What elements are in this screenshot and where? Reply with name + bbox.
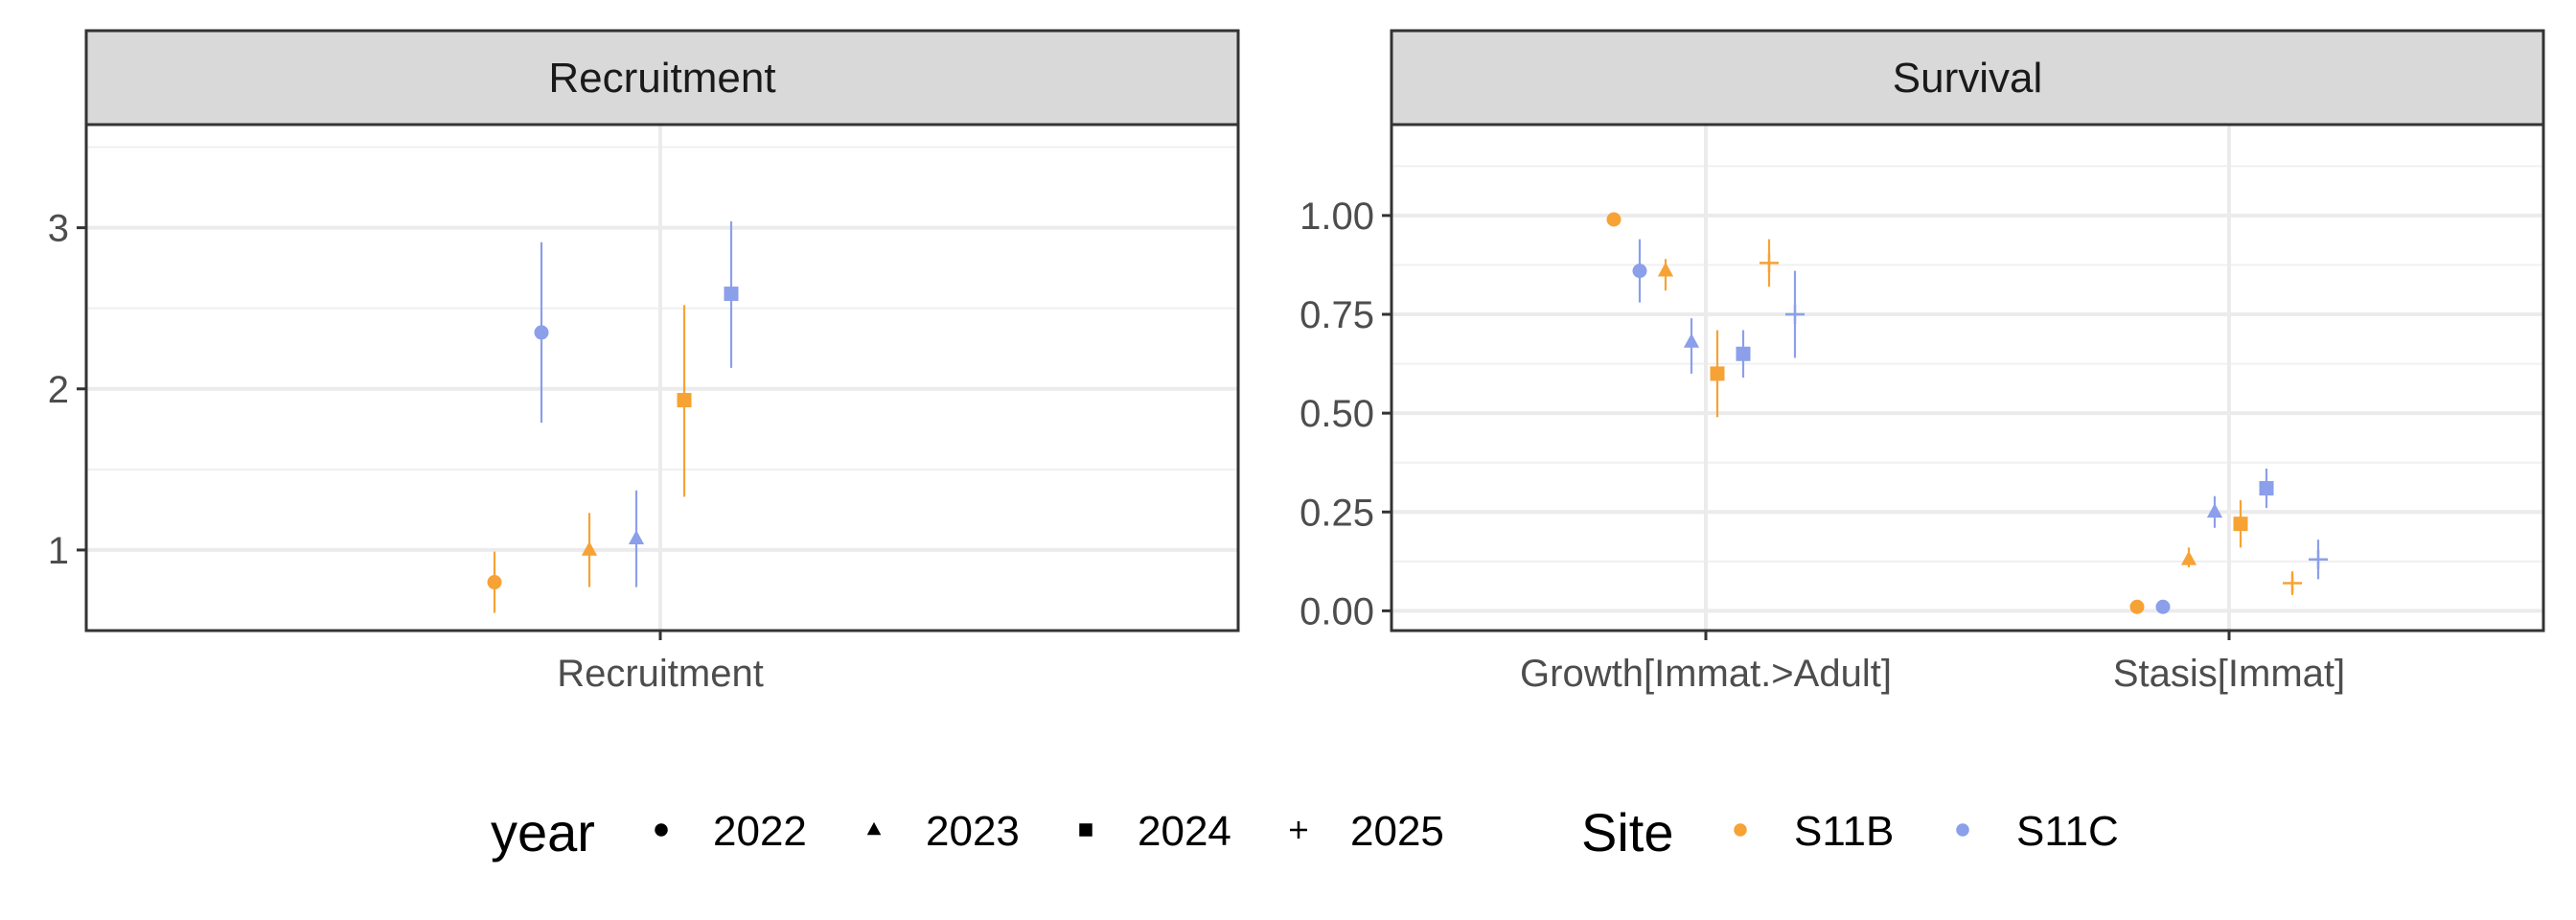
legend-label-S11C: S11C	[2016, 808, 2119, 855]
data-point	[2180, 550, 2197, 565]
data-point	[581, 540, 598, 556]
data-point	[1606, 212, 1622, 227]
data-point	[1657, 262, 1674, 277]
legend-key-2022	[655, 823, 668, 837]
axis-ticks: 0.00 0.25 0.50 0.75 1.00 Growth[Immat.>Adult]…	[1300, 196, 2345, 695]
data-point	[628, 530, 645, 545]
gridlines	[1392, 125, 2543, 631]
data-marks	[487, 220, 739, 613]
data-point	[487, 575, 502, 590]
data-point	[2259, 481, 2274, 495]
legend: year 2022 2023 2024 2025 Site S11B S11C	[491, 802, 2119, 862]
strip-background	[1390, 29, 2545, 126]
plot-border	[1390, 123, 2545, 632]
data-point	[2129, 599, 2145, 614]
legend-key-2024	[1079, 823, 1092, 837]
data-point	[1710, 366, 1725, 381]
gridlines	[86, 125, 1238, 631]
legend-year-keys: 2022 2023 2024 2025	[655, 808, 1444, 855]
y-tick-label: 0.25	[1300, 492, 1374, 534]
x-tick-label: Recruitment	[557, 653, 764, 695]
data-marks	[1606, 212, 2328, 614]
strip-title: Recruitment	[548, 55, 775, 102]
legend-label-2022: 2022	[713, 808, 807, 855]
panel-recruitment: Recruitment 1 2 3 Recruitment	[48, 29, 1240, 695]
legend-key-2023	[866, 821, 882, 836]
panel-survival: Survival 0.00 0.25 0.50 0.75 1.00 Growth[Imma…	[1300, 29, 2545, 695]
x-tick-label: Stasis[Immat]	[2113, 653, 2345, 695]
data-point	[1736, 346, 1751, 361]
legend-label-S11B: S11B	[1794, 808, 1894, 855]
y-tick-label: 0.75	[1300, 294, 1374, 336]
legend-key-S11B	[1734, 823, 1747, 837]
legend-year-title: year	[491, 802, 595, 862]
data-point	[2155, 599, 2171, 614]
data-point	[534, 325, 549, 340]
legend-label-2025: 2025	[1350, 808, 1444, 855]
plot-border	[84, 123, 1240, 632]
legend-key-2025	[1290, 821, 1307, 839]
data-point	[1785, 305, 1805, 324]
data-point	[2309, 549, 2328, 569]
legend-label-2023: 2023	[926, 808, 1020, 855]
y-tick-label: 0.00	[1300, 590, 1374, 632]
data-point	[2283, 573, 2302, 593]
data-point	[1760, 253, 1779, 273]
legend-label-2024: 2024	[1138, 808, 1231, 855]
x-tick-label: Growth[Immat.>Adult]	[1520, 653, 1892, 695]
data-point	[1683, 333, 1700, 348]
y-tick-label: 3	[48, 208, 69, 250]
data-point	[2233, 517, 2248, 532]
y-tick-label: 1.00	[1300, 196, 1374, 238]
data-point	[677, 393, 692, 408]
y-tick-label: 1	[48, 530, 69, 572]
plot-background	[1392, 125, 2543, 631]
strip-background	[84, 29, 1240, 126]
legend-site-title: Site	[1581, 802, 1674, 862]
y-tick-label: 2	[48, 369, 69, 411]
data-point	[1632, 264, 1647, 279]
data-point	[724, 287, 739, 302]
strip-title: Survival	[1893, 55, 2043, 102]
y-tick-label: 0.50	[1300, 393, 1374, 435]
legend-key-S11C	[1956, 823, 1969, 837]
data-point	[2206, 503, 2223, 518]
axis-ticks: 1 2 3 Recruitment	[48, 208, 764, 695]
legend-site-keys: S11B S11C	[1734, 808, 2119, 855]
